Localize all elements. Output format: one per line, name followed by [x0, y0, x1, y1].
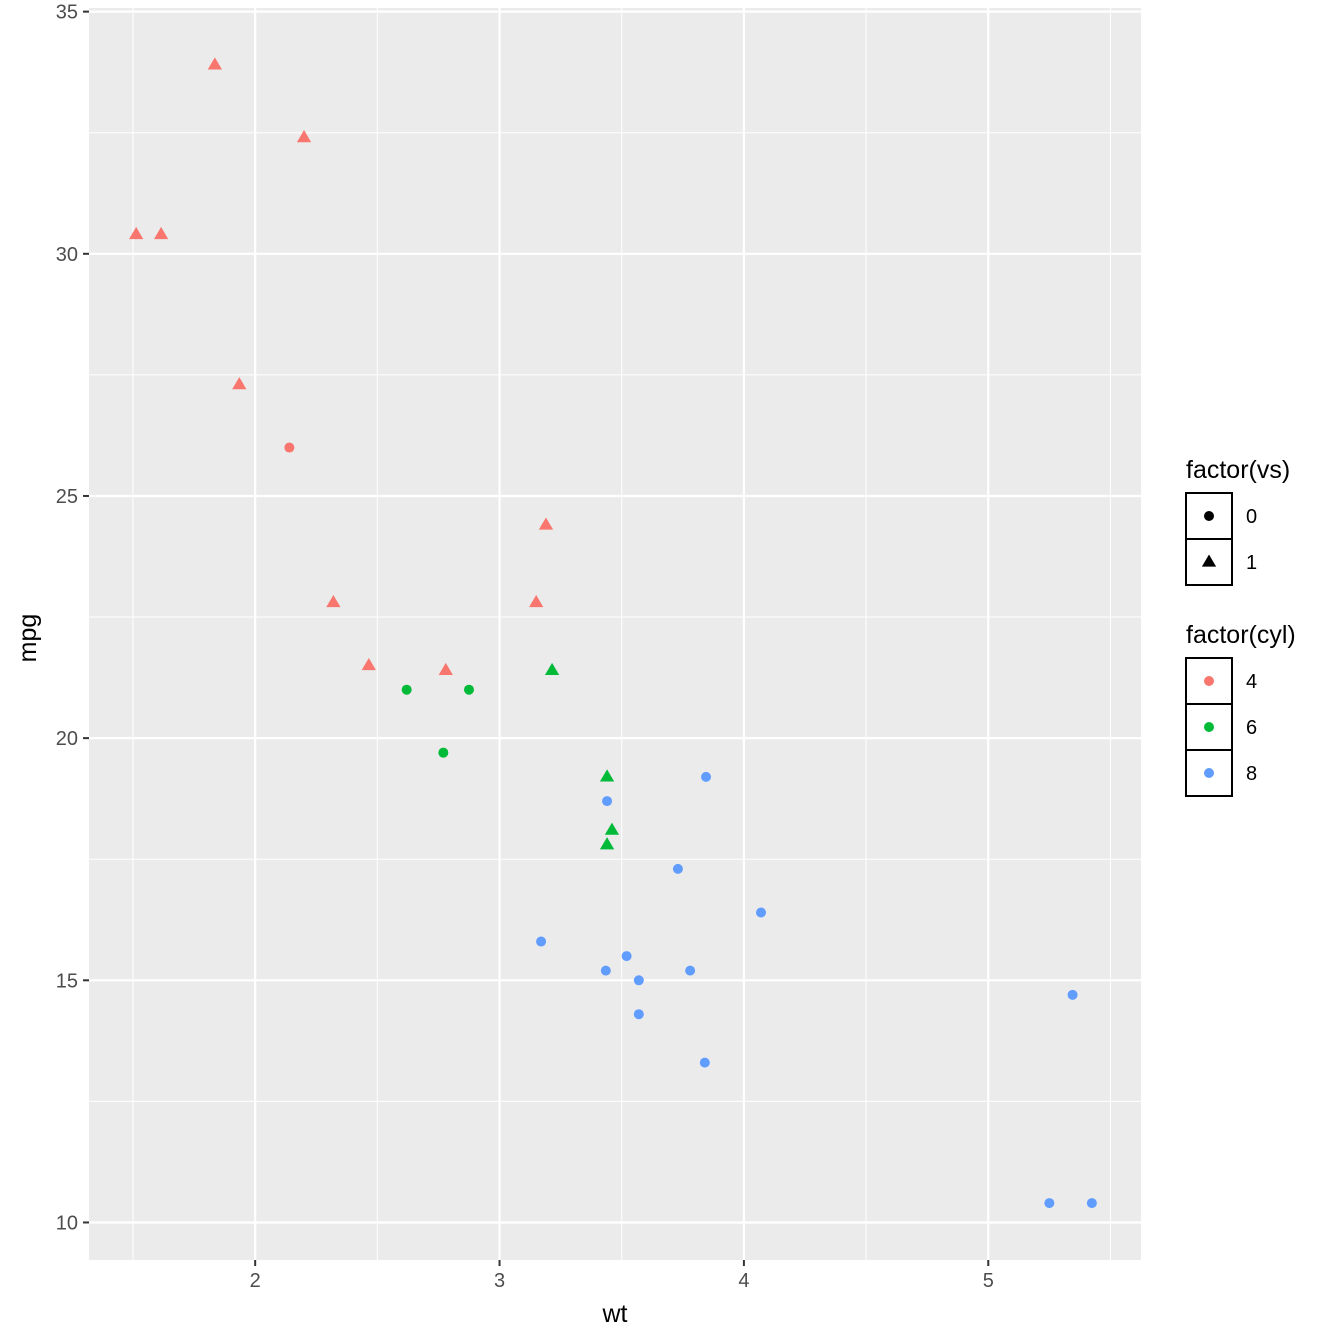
- y-tick-label: 25: [56, 486, 78, 508]
- data-point: [599, 769, 615, 782]
- axes: 2 3 4 5 10 15 20 25 30 35: [56, 2, 994, 1292]
- y-tick-label: 15: [56, 970, 78, 992]
- data-point: [153, 226, 169, 240]
- legend-key: [1201, 554, 1217, 567]
- data-point: [699, 1057, 710, 1068]
- data-point: [685, 965, 696, 976]
- y-tick-label: 30: [56, 244, 78, 266]
- data-point: [438, 662, 453, 675]
- legend-key: [1204, 768, 1214, 778]
- gridlines: [89, 8, 1141, 1260]
- legend-label: 1: [1246, 552, 1257, 574]
- data-point: [232, 377, 247, 390]
- x-tick-label: 4: [738, 1270, 749, 1292]
- legend-key: [1204, 722, 1214, 732]
- data-point: [463, 684, 474, 695]
- data-point: [1086, 1198, 1097, 1209]
- data-point: [600, 965, 611, 976]
- legend-label: 6: [1246, 717, 1257, 739]
- data-point: [604, 822, 620, 835]
- data-point: [207, 57, 222, 70]
- data-point: [538, 517, 554, 530]
- data-point: [529, 595, 544, 608]
- legend-key: [1204, 511, 1214, 521]
- data-point: [438, 747, 449, 758]
- data-point: [1067, 989, 1078, 1000]
- data-points: [129, 57, 1097, 1209]
- data-point: [544, 662, 560, 675]
- data-point: [326, 595, 341, 608]
- legend-title: factor(cyl): [1186, 621, 1296, 649]
- y-tick-label: 20: [56, 728, 78, 750]
- data-point: [633, 975, 644, 986]
- legend-title: factor(vs): [1186, 456, 1290, 484]
- legend-key: [1204, 676, 1214, 686]
- y-tick-label: 35: [56, 2, 78, 24]
- data-point: [602, 796, 613, 807]
- data-point: [296, 130, 312, 143]
- x-tick-label: 2: [250, 1270, 261, 1292]
- x-axis-title: wt: [602, 1300, 628, 1328]
- data-point: [1044, 1198, 1055, 1209]
- data-point: [756, 907, 767, 918]
- data-point: [361, 657, 376, 671]
- plot-panel: [89, 8, 1141, 1260]
- legend: factor(vs) 0 1 factor(cyl) 4 6 8: [1185, 456, 1296, 797]
- data-point: [536, 936, 547, 947]
- data-point: [284, 442, 295, 453]
- y-axis-title: mpg: [14, 614, 42, 663]
- x-tick-label: 3: [494, 1270, 505, 1292]
- legend-label: 0: [1246, 506, 1257, 528]
- data-point: [401, 684, 412, 695]
- data-point: [672, 863, 683, 874]
- y-tick-label: 10: [56, 1212, 78, 1234]
- legend-label: 8: [1246, 763, 1257, 785]
- x-tick-label: 5: [983, 1270, 994, 1292]
- legend-label: 4: [1246, 671, 1257, 693]
- data-point: [701, 771, 712, 782]
- data-point: [129, 226, 144, 240]
- data-point: [599, 837, 615, 850]
- data-point: [633, 1009, 644, 1020]
- data-point: [621, 951, 632, 962]
